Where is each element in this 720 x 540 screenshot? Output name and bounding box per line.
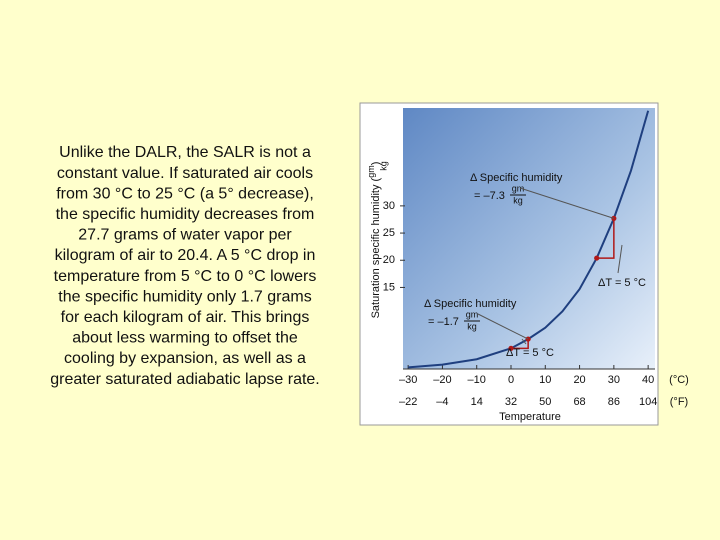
y-label-part: ) (370, 162, 382, 166)
x-label: Temperature (499, 411, 561, 423)
y-tick-label: 30 (383, 200, 395, 212)
f-tick-label: 86 (608, 396, 620, 408)
text-line: the specific humidity decreases from (56, 206, 315, 223)
f-tick-label: –22 (399, 396, 417, 408)
annotation-num: gm (466, 309, 479, 319)
highlight-point (611, 215, 617, 221)
annotation-eq: = –7.3 (474, 190, 505, 202)
f-tick-label: 32 (505, 396, 517, 408)
x-tick-label: 30 (608, 374, 620, 386)
f-tick-label: 68 (573, 396, 585, 408)
y-tick-label: 15 (383, 281, 395, 293)
annotation-eq: = –1.7 (428, 316, 459, 328)
leader (617, 244, 623, 274)
curve (408, 110, 650, 369)
annotation-title: Δ Specific humidity (424, 298, 517, 310)
annotation-title: Δ Specific humidity (470, 172, 563, 184)
f-tick-label: 14 (471, 396, 483, 408)
plot-area (403, 108, 655, 369)
highlight-point (508, 345, 514, 351)
f-tick-label: 50 (539, 396, 551, 408)
delta-step (511, 339, 529, 350)
x-tick-label: –10 (468, 374, 486, 386)
x-tick-label: 10 (539, 374, 551, 386)
text-line: for each kilogram of air. This brings (61, 309, 310, 326)
text-line: temperature from 5 °C to 0 °C lowers (54, 268, 317, 285)
annotation-den: kg (467, 321, 477, 331)
x2-unit: (°F) (670, 396, 688, 408)
x-tick-label: –30 (399, 374, 417, 386)
y-label-den: kg (378, 161, 388, 171)
leader (521, 338, 527, 345)
y-label-part: gm (366, 165, 376, 178)
x-tick-label: –20 (433, 374, 451, 386)
f-tick-label: 104 (639, 396, 657, 408)
leader (477, 313, 529, 340)
delta-step (596, 218, 615, 259)
highlight-point (594, 255, 600, 261)
text-line: the specific humidity only 1.7 grams (58, 288, 311, 305)
x-unit: (°C) (669, 374, 689, 386)
text-line: constant value. If saturated air cools (57, 165, 313, 182)
y-tick-label: 20 (383, 254, 395, 266)
x-tick-label: 20 (573, 374, 585, 386)
text-line: about less warming to offset the (72, 330, 298, 347)
text-line: from 30 °C to 25 °C (a 5° decrease), (56, 185, 314, 202)
annotation-num: gm (512, 183, 525, 193)
x-tick-label: 40 (642, 374, 654, 386)
f-tick-label: –4 (436, 396, 448, 408)
annotation-den: kg (513, 195, 523, 205)
y-label-part: Saturation specific humidity ( (370, 177, 382, 318)
text-line: Unlike the DALR, the SALR is not a (59, 144, 311, 161)
text-line: 27.7 grams of water vapor per (78, 227, 292, 244)
text-line: cooling by expansion, as well as a (64, 350, 306, 367)
y-label: Saturation specific humidity (gm) (366, 162, 382, 319)
leader (519, 187, 615, 219)
annotation-dt: ΔT = 5 °C (598, 277, 646, 289)
annotation-dt: ΔT = 5 °C (506, 347, 554, 359)
x-tick-label: 0 (508, 374, 514, 386)
highlight-point (525, 336, 531, 342)
text-line: kilogram of air to 20.4. A 5 °C drop in (55, 247, 316, 264)
y-tick-label: 25 (383, 227, 395, 239)
text-line: greater saturated adiabatic lapse rate. (50, 371, 320, 388)
